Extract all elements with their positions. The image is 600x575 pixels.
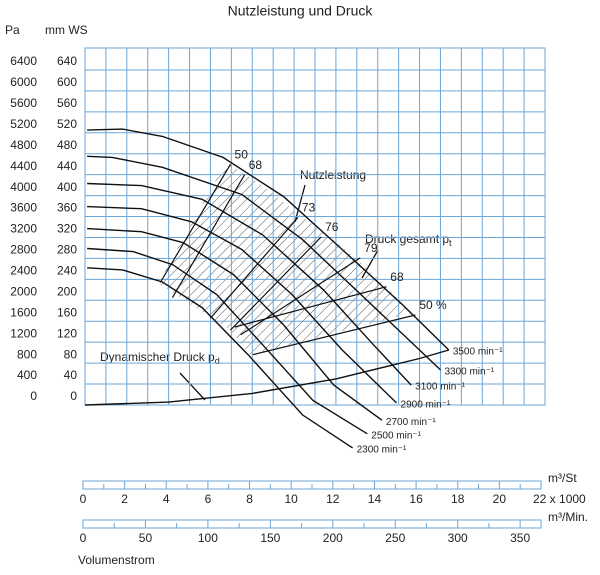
x-tick-label: 4 xyxy=(163,492,170,506)
speed-label: 2500 min⁻¹ xyxy=(371,430,421,441)
x-tick-label: 22 x 1000 xyxy=(533,492,586,506)
efficiency-label: 79 xyxy=(364,241,378,255)
efficiency-line xyxy=(230,236,322,331)
x-tick-label: 8 xyxy=(246,492,253,506)
speed-label: 2900 min⁻¹ xyxy=(401,400,451,411)
x-axis-unit: m³/St xyxy=(548,471,577,485)
y-tick-label: 6400 xyxy=(10,54,37,68)
y-tick-label: 0 xyxy=(30,389,37,403)
x-tick-label: 2 xyxy=(121,492,128,506)
efficiency-label: 73 xyxy=(302,201,316,215)
y-tick-label: 1200 xyxy=(10,326,37,340)
speed-curve xyxy=(87,155,441,371)
y2-tick-label: 400 xyxy=(57,180,77,194)
leader-line xyxy=(179,372,206,401)
x-tick-label: 100 xyxy=(198,531,218,545)
x-tick-label: 16 xyxy=(409,492,423,506)
efficiency-label: 68 xyxy=(249,158,263,172)
efficiency-label: 68 xyxy=(390,270,404,284)
efficiency-label: 50 xyxy=(235,147,249,161)
x-tick-label: 14 xyxy=(368,492,382,506)
y-tick-label: 5200 xyxy=(10,117,37,131)
annotation: Druck gesamt pt xyxy=(365,232,452,248)
y2-tick-label: 80 xyxy=(64,347,78,361)
efficiency-line xyxy=(252,314,416,356)
y-axis-label: Pa xyxy=(5,23,20,37)
speed-curve xyxy=(87,182,412,386)
y2-tick-label: 160 xyxy=(57,305,77,319)
x-tick-label: 250 xyxy=(385,531,405,545)
x-tick-label: 150 xyxy=(260,531,280,545)
speed-label: 2300 min⁻¹ xyxy=(357,445,407,456)
speed-label: 3100 min⁻¹ xyxy=(415,382,465,393)
y-tick-label: 400 xyxy=(17,368,37,382)
speed-curve xyxy=(87,205,397,404)
efficiency-line xyxy=(234,286,387,328)
y2-tick-label: 520 xyxy=(57,117,77,131)
y2-tick-label: 440 xyxy=(57,159,77,173)
speed-label: 3300 min⁻¹ xyxy=(444,367,494,378)
x-tick-label: 18 xyxy=(451,492,465,506)
efficiency-line xyxy=(240,257,361,336)
efficiency-line xyxy=(210,217,299,319)
y-tick-label: 800 xyxy=(17,347,37,361)
x-tick-label: 10 xyxy=(285,492,299,506)
speed-curve xyxy=(87,247,368,435)
y-tick-label: 5600 xyxy=(10,96,37,110)
scale-bar xyxy=(82,519,542,529)
y2-tick-label: 280 xyxy=(57,243,77,257)
x-tick-label: 12 xyxy=(326,492,340,506)
speed-curve xyxy=(87,267,353,449)
speed-label: 3500 min⁻¹ xyxy=(453,347,503,358)
y-tick-label: 3600 xyxy=(10,201,37,215)
annotation: Nutzleistung xyxy=(300,168,366,182)
x-tick-label: 6 xyxy=(205,492,212,506)
y2-tick-label: 560 xyxy=(57,96,77,110)
y2-tick-label: 0 xyxy=(70,389,77,403)
y-tick-label: 4000 xyxy=(10,180,37,194)
y2-tick-label: 200 xyxy=(57,284,77,298)
x-axis-unit: m³/Min. xyxy=(548,510,588,524)
annotation: Dynamischer Druck pd xyxy=(100,350,220,366)
x-tick-label: 200 xyxy=(323,531,343,545)
y-tick-label: 2400 xyxy=(10,264,37,278)
speed-curve xyxy=(87,227,383,421)
y2-tick-label: 40 xyxy=(64,368,78,382)
y2-tick-label: 600 xyxy=(57,75,77,89)
y2-tick-label: 480 xyxy=(57,138,77,152)
efficiency-line xyxy=(171,174,246,299)
y-tick-label: 2000 xyxy=(10,284,37,298)
x-tick-label: 50 xyxy=(139,531,153,545)
efficiency-label: 50 % xyxy=(419,298,447,312)
y-tick-label: 4400 xyxy=(10,159,37,173)
y2-tick-label: 120 xyxy=(57,326,77,340)
y-tick-label: 3200 xyxy=(10,222,37,236)
y2-tick-label: 360 xyxy=(57,201,77,215)
x-tick-label: 20 xyxy=(493,492,507,506)
leader-line xyxy=(361,249,379,279)
y-tick-label: 6000 xyxy=(10,75,37,89)
dynamic-pressure-curve xyxy=(84,349,449,406)
x-tick-label: 350 xyxy=(510,531,530,545)
y2-tick-label: 320 xyxy=(57,222,77,236)
y-tick-label: 4800 xyxy=(10,138,37,152)
efficiency-label: 76 xyxy=(325,220,339,234)
chart-title: Nutzleistung und Druck xyxy=(228,3,374,19)
y2-axis-label: mm WS xyxy=(45,23,88,37)
x-axis-label: Volumenstrom xyxy=(78,553,155,567)
x-tick-label: 0 xyxy=(80,492,87,506)
x-tick-label: 0 xyxy=(80,531,87,545)
y-tick-label: 1600 xyxy=(10,305,37,319)
speed-label: 2700 min⁻¹ xyxy=(386,417,436,428)
leader-line xyxy=(294,184,306,223)
speed-curve xyxy=(87,128,450,351)
y2-tick-label: 240 xyxy=(57,264,77,278)
y-tick-label: 2800 xyxy=(10,243,37,257)
efficiency-line xyxy=(159,163,232,283)
y2-tick-label: 640 xyxy=(57,54,77,68)
x-tick-label: 300 xyxy=(448,531,468,545)
